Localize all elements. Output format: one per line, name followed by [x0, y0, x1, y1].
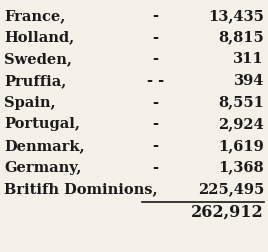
Text: 1,368: 1,368	[218, 161, 264, 175]
Text: -: -	[152, 139, 158, 153]
Text: 8,815: 8,815	[218, 30, 264, 45]
Text: Portugal,: Portugal,	[4, 117, 80, 131]
Text: France,: France,	[4, 9, 65, 23]
Text: Germany,: Germany,	[4, 161, 81, 175]
Text: 8,551: 8,551	[218, 96, 264, 110]
Text: - -: - -	[147, 74, 164, 88]
Text: Spain,: Spain,	[4, 96, 55, 110]
Text: -: -	[152, 9, 158, 23]
Text: -: -	[152, 96, 158, 110]
Text: 262,912: 262,912	[191, 204, 264, 221]
Text: Britifh Dominions,: Britifh Dominions,	[4, 182, 158, 196]
Text: Denmark,: Denmark,	[4, 139, 84, 153]
Text: 311: 311	[233, 52, 264, 66]
Text: 2,924: 2,924	[218, 117, 264, 131]
Text: Holland,: Holland,	[4, 30, 74, 45]
Text: -: -	[152, 52, 158, 66]
Text: 1,619: 1,619	[218, 139, 264, 153]
Text: 394: 394	[234, 74, 264, 88]
Text: -: -	[152, 117, 158, 131]
Text: -: -	[152, 30, 158, 45]
Text: Sweden,: Sweden,	[4, 52, 72, 66]
Text: -: -	[152, 161, 158, 175]
Text: Pruffia,: Pruffia,	[4, 74, 66, 88]
Text: 225,495: 225,495	[198, 182, 264, 196]
Text: 13,435: 13,435	[208, 9, 264, 23]
